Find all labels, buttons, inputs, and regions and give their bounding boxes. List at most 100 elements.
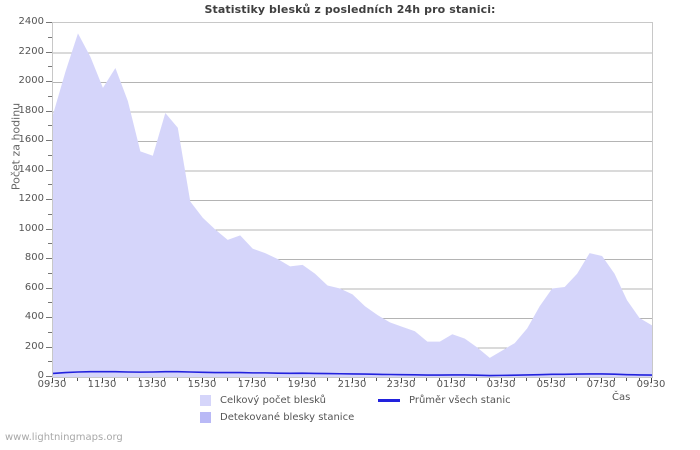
legend-row-1: Celkový počet blesků Průměr všech stanic xyxy=(200,392,620,409)
x-tick-mark xyxy=(601,377,602,383)
legend-label: Detekované blesky stanice xyxy=(220,412,355,423)
x-tick-mark-minor xyxy=(414,377,415,381)
x-tick-mark-minor xyxy=(539,377,540,381)
y-tick-label: 1600 xyxy=(18,134,44,145)
y-tick-label: 600 xyxy=(24,281,44,293)
chart-plot-svg xyxy=(53,33,652,377)
x-tick-mark-minor xyxy=(376,377,377,381)
y-tick-mark xyxy=(46,287,52,289)
legend-label: Celkový počet blesků xyxy=(220,395,327,406)
x-tick-label: 15:30 xyxy=(187,379,217,390)
x-tick-mark xyxy=(401,377,402,383)
x-tick-mark-minor xyxy=(114,377,115,381)
x-tick-mark xyxy=(202,377,203,383)
legend-label: Průměr všech stanic xyxy=(409,395,511,406)
x-tick-mark xyxy=(651,377,652,383)
x-tick-mark-minor xyxy=(127,377,128,381)
y-tick-label: 2400 xyxy=(18,16,44,27)
x-tick-mark xyxy=(52,377,53,383)
x-tick-mark xyxy=(352,377,353,383)
x-tick-mark-minor xyxy=(277,377,278,381)
legend-line-icon xyxy=(378,399,400,402)
plot-area xyxy=(52,22,653,378)
x-tick-mark xyxy=(302,377,303,383)
y-tick-label: 800 xyxy=(24,252,44,263)
y-tick-mark-minor xyxy=(48,184,52,186)
y-tick-label: 1400 xyxy=(18,163,44,175)
x-tick-label: 03:30 xyxy=(486,379,516,390)
legend-item-prumer-vsech-stanic: Průměr všech stanic xyxy=(378,392,511,409)
y-tick-label: 1000 xyxy=(18,222,44,234)
x-tick-mark-minor xyxy=(614,377,615,381)
y-tick-mark-minor xyxy=(48,154,52,156)
y-tick-mark-minor xyxy=(48,243,52,245)
x-tick-mark-minor xyxy=(439,377,440,381)
x-tick-mark-minor xyxy=(177,377,178,381)
legend-item-celkovy-pocet-blesku: Celkový počet blesků xyxy=(200,392,326,409)
y-tick-mark-minor xyxy=(48,36,52,38)
y-tick-label: 0 xyxy=(37,370,44,381)
x-tick-mark-minor xyxy=(639,377,640,381)
x-tick-mark-minor xyxy=(426,377,427,381)
x-tick-mark-minor xyxy=(389,377,390,381)
y-tick-mark xyxy=(46,22,52,23)
x-tick-label: 09:30 xyxy=(37,379,67,390)
x-tick-label: 07:30 xyxy=(586,379,616,390)
x-tick-mark-minor xyxy=(227,377,228,381)
x-tick-mark-minor xyxy=(476,377,477,381)
y-tick-label: 2000 xyxy=(18,75,44,86)
series-line-prumer-vsech-stanic xyxy=(53,370,652,377)
y-tick-mark-minor xyxy=(48,95,52,97)
legend-swatch-icon xyxy=(200,395,211,406)
x-tick-mark-minor xyxy=(364,377,365,381)
x-tick-mark-minor xyxy=(564,377,565,381)
x-tick-label: 05:30 xyxy=(536,379,566,390)
x-tick-label: 21:30 xyxy=(337,379,367,390)
x-tick-mark xyxy=(451,377,452,383)
y-tick-mark-minor xyxy=(48,302,52,304)
x-tick-mark-minor xyxy=(526,377,527,381)
y-tick-mark xyxy=(46,228,52,230)
y-tick-mark xyxy=(46,376,52,377)
series-area-celkovy-pocet-blesku xyxy=(53,33,652,377)
y-tick-mark xyxy=(46,51,52,53)
legend-swatch-icon xyxy=(200,412,211,423)
y-tick-mark xyxy=(46,258,52,259)
x-tick-mark-minor xyxy=(239,377,240,381)
page-title: Statistiky blesků z posledních 24h pro s… xyxy=(204,3,496,16)
x-tick-mark-minor xyxy=(489,377,490,381)
x-tick-label: 11:30 xyxy=(87,379,117,390)
y-tick-mark-minor xyxy=(48,331,52,333)
y-tick-mark xyxy=(46,81,52,82)
x-tick-mark-minor xyxy=(89,377,90,381)
x-tick-label: 01:30 xyxy=(436,379,466,390)
x-tick-label: 23:30 xyxy=(386,379,416,390)
x-tick-label: 19:30 xyxy=(287,379,317,390)
x-tick-mark-minor xyxy=(139,377,140,381)
x-tick-mark-minor xyxy=(339,377,340,381)
x-tick-mark-minor xyxy=(464,377,465,381)
x-tick-mark-minor xyxy=(626,377,627,381)
x-tick-mark xyxy=(501,377,502,383)
y-tick-mark-minor xyxy=(48,361,52,363)
x-tick-mark-minor xyxy=(314,377,315,381)
x-tick-mark xyxy=(252,377,253,383)
y-tick-label: 2200 xyxy=(18,45,44,57)
x-tick-mark xyxy=(102,377,103,383)
x-tick-label: 09:30 xyxy=(636,379,666,390)
x-tick-mark-minor xyxy=(189,377,190,381)
x-tick-mark-minor xyxy=(214,377,215,381)
x-tick-label: 17:30 xyxy=(237,379,267,390)
legend-item-detekovane-blesky-stanice: Detekované blesky stanice xyxy=(200,409,354,426)
y-tick-mark-minor xyxy=(48,272,52,274)
x-tick-mark-minor xyxy=(64,377,65,381)
x-tick-mark-minor xyxy=(264,377,265,381)
y-tick-mark xyxy=(46,346,52,348)
x-tick-mark-minor xyxy=(327,377,328,381)
y-tick-mark-minor xyxy=(48,213,52,215)
x-tick-mark-minor xyxy=(589,377,590,381)
y-tick-mark xyxy=(46,199,52,200)
x-axis-title: Čas xyxy=(612,392,631,403)
y-tick-mark xyxy=(46,169,52,171)
